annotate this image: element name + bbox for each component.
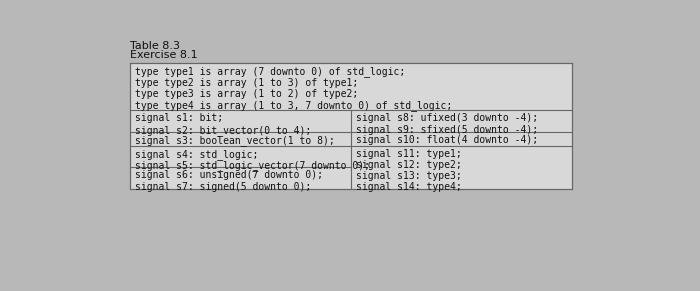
Text: Table 8.3: Table 8.3 [130,41,180,51]
Text: signal s1: bit;: signal s1: bit; [135,113,223,123]
Text: signal s12: type2;: signal s12: type2; [356,160,461,170]
Text: signal s6: unsigned(7 downto 0);: signal s6: unsigned(7 downto 0); [135,171,323,180]
Text: signal s4: std_logic;: signal s4: std_logic; [135,149,258,160]
Text: signal s5: std_logic_vector(7 downto 0);: signal s5: std_logic_vector(7 downto 0); [135,160,370,171]
Bar [130,63,572,189]
Text: type type4 is array (1 to 3, 7 downto 0) of std_logic;: type type4 is array (1 to 3, 7 downto 0)… [135,100,452,111]
Text: type type1 is array (7 downto 0) of std_logic;: type type1 is array (7 downto 0) of std_… [135,66,405,77]
Text: signal s2: bit_vector(0 to 4);: signal s2: bit_vector(0 to 4); [135,125,311,136]
Text: signal s8: ufixed(3 downto -4);: signal s8: ufixed(3 downto -4); [356,113,538,123]
Text: signal s9: sfixed(5 downto -4);: signal s9: sfixed(5 downto -4); [356,125,538,135]
Text: type type2 is array (1 to 3) of type1;: type type2 is array (1 to 3) of type1; [135,78,358,88]
Text: signal s14: type4;: signal s14: type4; [356,182,461,192]
Text: type type3 is array (1 to 2) of type2;: type type3 is array (1 to 2) of type2; [135,89,358,99]
Text: signal s11: type1;: signal s11: type1; [356,149,461,159]
Text: signal s3: boolean_vector(1 to 8);: signal s3: boolean_vector(1 to 8); [135,135,335,146]
Text: signal s10: float(4 downto -4);: signal s10: float(4 downto -4); [356,135,538,145]
Text: signal s13: type3;: signal s13: type3; [356,171,461,181]
Text: Exercise 8.1: Exercise 8.1 [130,50,197,60]
Text: signal s7: signed(5 downto 0);: signal s7: signed(5 downto 0); [135,182,311,191]
